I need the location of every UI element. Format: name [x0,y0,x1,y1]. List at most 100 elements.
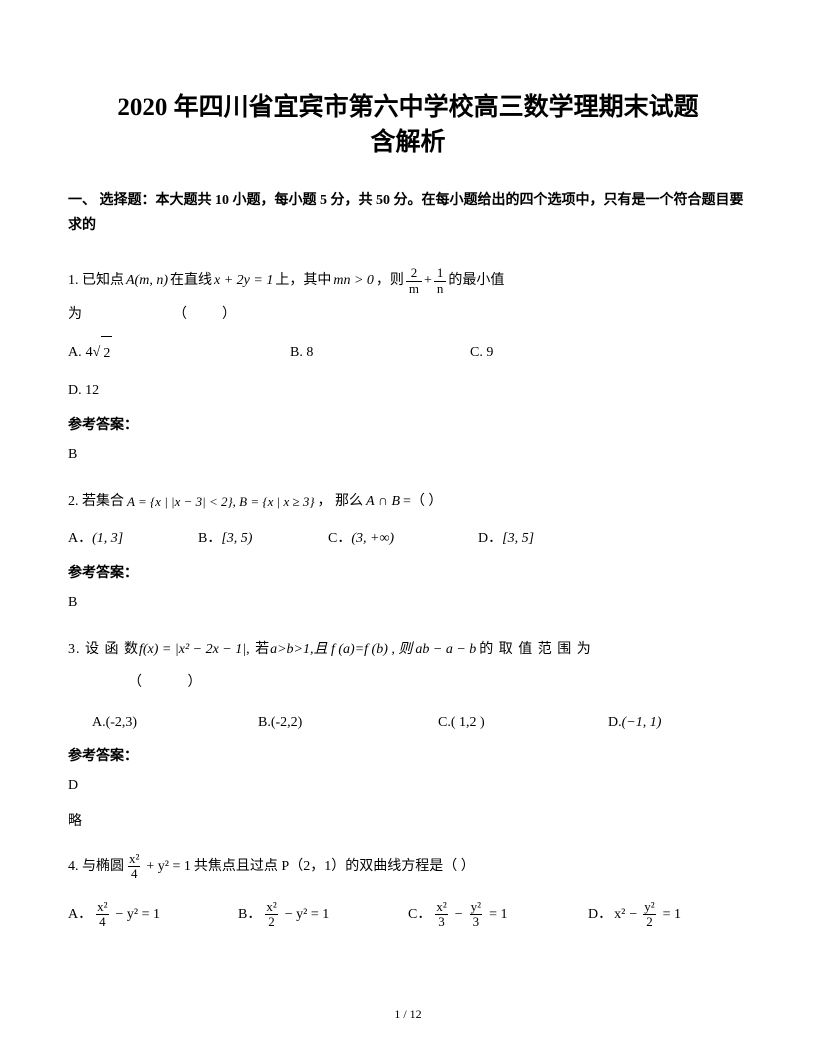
q1-frac1-den: m [406,281,422,296]
q1-frac1: 2 m [406,266,422,296]
q2-setA: A = {x | |x − 3| < 2}, B = {x | x ≥ 3} [127,486,315,517]
q3-ans: D [68,771,748,802]
q2-optD-val: [3, 5] [502,522,534,556]
q2-optA: A． (1, 3] [68,522,198,556]
q3-optC: C.( 1,2 ) [438,706,608,740]
q1-eq1: x + 2y = 1 [214,264,273,298]
q2-optC-val: (3, +∞) [351,522,394,556]
q3-optD-label: D. [608,706,622,740]
q4-optC: C． x² 3 − y² 3 = 1 [408,898,588,932]
q4-optA-num: x² [94,900,110,914]
q2-optC: C． (3, +∞) [328,522,478,556]
q4-ellipse-x-den: 4 [128,866,141,881]
q4-prefix: 4. 与椭圆 [68,850,124,884]
q1-optC: C. 9 [470,336,493,370]
question-2: 2. 若集合 A = {x | |x − 3| < 2}, B = {x | x… [68,485,748,519]
section-header: 一、 选择题：本大题共 10 小题，每小题 5 分，共 50 分。在每小题给出的… [68,188,748,238]
q3-optA: A.(-2,3) [68,706,258,740]
q4-ellipse-rest: + y² = 1 [146,850,191,884]
q4-optA-frac: x² 4 [94,900,110,930]
q4-optA-label: A． [68,898,92,932]
q4-optB-num: x² [263,900,279,914]
q2-optB-label: B． [198,522,221,556]
q4-optC-ynum: y² [468,900,484,914]
q4-optD-rest: = 1 [663,898,681,932]
q3-line1: 3. 设 函 数 f(x) = |x² − 2x − 1| , 若 a>b>1,… [68,633,748,667]
q1-optB: B. 8 [290,336,470,370]
q4-optB-frac: x² 2 [263,900,279,930]
q1-optA-val: 4 [86,336,93,370]
q1-frac2-den: n [434,281,447,296]
q4-ellipse-x-num: x² [126,852,142,866]
q3-optD-val: (−1, 1) [622,706,662,740]
q4-optA-den: 4 [96,914,109,929]
q2-suffix: =（ ） [403,485,442,519]
q3-omit: 略 [68,808,748,836]
q1-plus: + [424,264,432,298]
q1-ans: B [68,440,748,471]
q4-optC-rest: = 1 [489,898,507,932]
q4-optC-label: C． [408,898,431,932]
q4-optD-yden: 2 [643,914,656,929]
q1-options-2: D. 12 [68,374,748,408]
q1-optA-sqrt: 2 [101,336,112,371]
page-title: 2020 年四川省宜宾市第六中学校高三数学理期末试题 含解析 [68,90,748,160]
q1-mid4: 的最小值 [448,264,504,298]
q3-prefix: 3. 设 函 数 [68,633,139,667]
q4-options: A． x² 4 − y² = 1 B． x² 2 − y² = 1 C． x² … [68,898,748,932]
q4-optD-ynum: y² [641,900,657,914]
sqrt-icon [93,336,101,370]
title-line-1: 2020 年四川省宜宾市第六中学校高三数学理期末试题 [68,90,748,125]
q2-mid1: ， 那么 [318,485,364,519]
q2-expr: A ∩ B [366,485,400,519]
q1-mid1: 在直线 [170,264,212,298]
q1-options-1: A. 4 2 B. 8 C. 9 [68,336,748,371]
q4-ellipse-frac: x² 4 [126,852,142,882]
q1-frac1-num: 2 [408,266,421,280]
q2-options: A． (1, 3] B． [3, 5) C． (3, +∞) D． [3, 5] [68,522,748,556]
q4-optC-yden: 3 [470,914,483,929]
q4-optB-label: B． [238,898,261,932]
q1-optD: D. 12 [68,374,99,408]
q3-paren: （ ） [68,666,748,700]
q3-ans-label: 参考答案： [68,743,748,771]
q2-optA-label: A． [68,522,92,556]
q1-optA-label: A. [68,336,82,370]
q4-optD-x: x² [614,898,625,932]
q4-optD-fracy: y² 2 [641,900,657,930]
q4-optD-label: D． [588,898,612,932]
q2-optB-val: [3, 5) [221,522,252,556]
q2-optD: D． [3, 5] [478,522,534,556]
question-3: 3. 设 函 数 f(x) = |x² − 2x − 1| , 若 a>b>1,… [68,633,748,700]
q1-frac2: 1 n [434,266,447,296]
q1-line2: 为 （ ） [68,298,748,332]
q1-frac2-num: 1 [434,266,447,280]
question-4: 4. 与椭圆 x² 4 + y² = 1 共焦点且过点 P（2，1）的双曲线方程… [68,850,748,884]
q4-optD-mid: − [629,898,637,932]
q1-prefix: 1. 已知点 [68,264,124,298]
q1-ans-label: 参考答案： [68,412,748,440]
q1-optA: A. 4 2 [68,336,290,371]
q3-mid1: , 若 [246,633,270,667]
q4-line1: 4. 与椭圆 x² 4 + y² = 1 共焦点且过点 P（2，1）的双曲线方程… [68,850,748,884]
q4-optB-den: 2 [265,914,278,929]
q4-optC-fracy: y² 3 [468,900,484,930]
q2-optA-val: (1, 3] [92,522,123,556]
q4-optB: B． x² 2 − y² = 1 [238,898,408,932]
q3-mid2: 且 f (a)=f (b) , 则 [314,633,413,667]
page-footer: 1 / 12 [0,1007,816,1022]
q4-optC-xden: 3 [435,914,448,929]
q2-line1: 2. 若集合 A = {x | |x − 3| < 2}, B = {x | x… [68,485,748,519]
q4-optA: A． x² 4 − y² = 1 [68,898,238,932]
q2-optB: B． [3, 5) [198,522,328,556]
q4-optD: D． x² − y² 2 = 1 [588,898,681,932]
q2-optD-label: D． [478,522,502,556]
q4-optB-rest: − y² = 1 [285,898,330,932]
q2-prefix: 2. 若集合 [68,485,124,519]
q1-point: A(m, n) [126,264,168,298]
q1-line1: 1. 已知点 A(m, n) 在直线 x + 2y = 1 上，其中 mn > … [68,264,748,298]
q3-cond: a>b>1, [270,633,313,667]
q3-expr: ab − a − b [415,633,476,667]
q2-ans-label: 参考答案： [68,560,748,588]
q3-optD: D. (−1, 1) [608,706,661,740]
